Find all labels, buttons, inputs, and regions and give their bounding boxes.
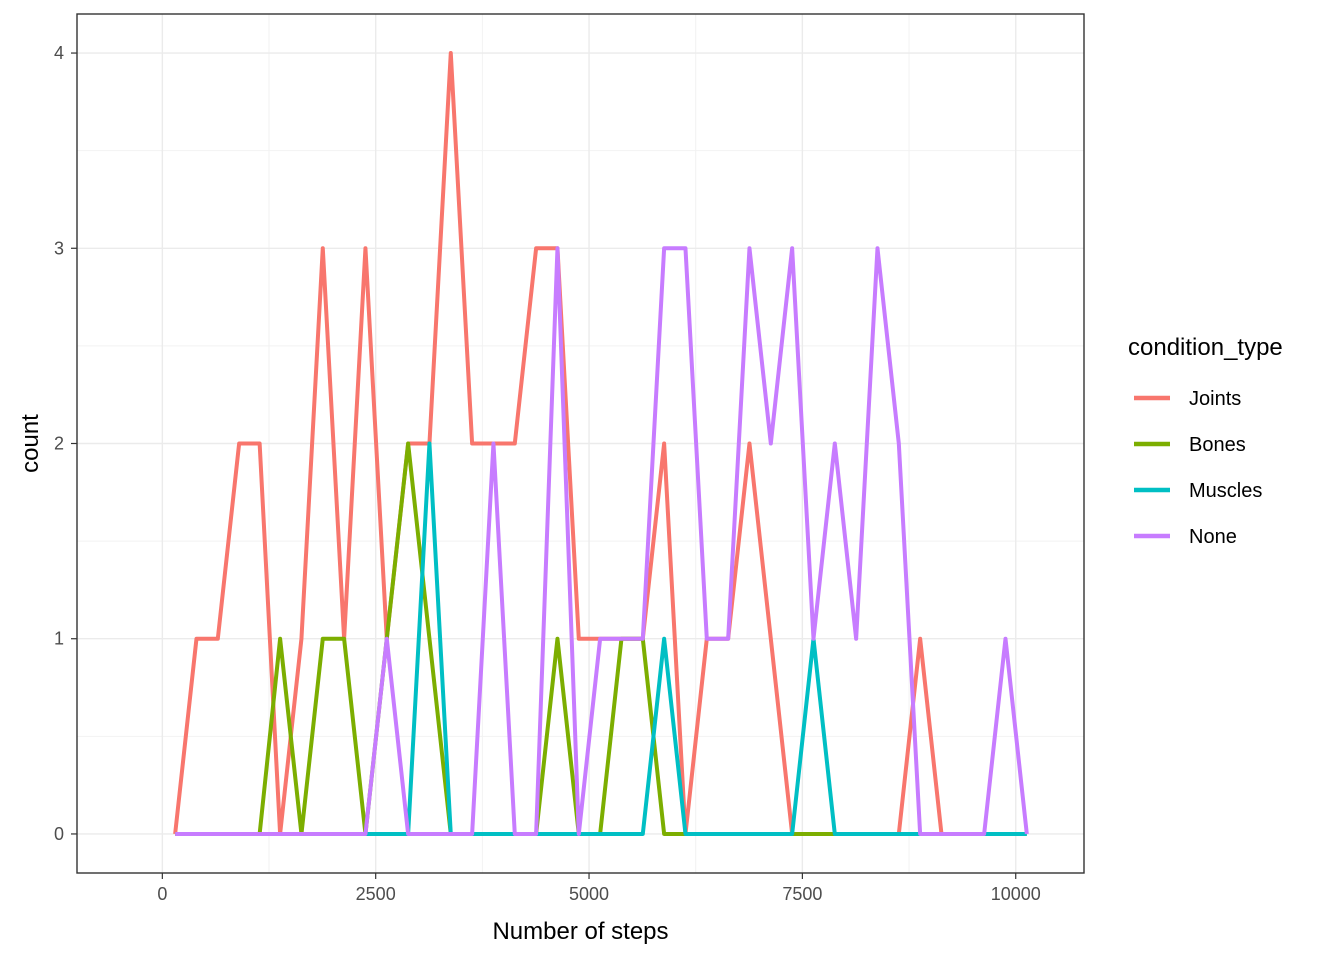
y-axis-title: count	[17, 414, 44, 473]
y-tick-label: 1	[54, 629, 64, 649]
y-axis: 0 1 2 3 4	[54, 43, 77, 844]
x-tick-label: 2500	[356, 884, 396, 904]
series-line-none	[175, 246, 1029, 836]
legend: condition_type Joints Bones Muscles None	[1128, 334, 1283, 548]
legend-label-joints: Joints	[1189, 388, 1241, 410]
series-line-muscles	[365, 441, 1027, 836]
legend-label-bones: Bones	[1189, 434, 1246, 456]
x-axis: 0 2500 5000 7500 10000	[157, 873, 1041, 904]
y-tick-label: 0	[54, 824, 64, 844]
x-tick-label: 0	[157, 884, 167, 904]
y-tick-label: 4	[54, 43, 64, 63]
series-layer	[173, 51, 1029, 836]
legend-label-muscles: Muscles	[1189, 480, 1262, 502]
x-tick-label: 7500	[782, 884, 822, 904]
x-tick-label: 10000	[991, 884, 1041, 904]
y-tick-label: 2	[54, 434, 64, 454]
x-tick-label: 5000	[569, 884, 609, 904]
legend-title: condition_type	[1128, 334, 1283, 361]
legend-label-none: None	[1189, 526, 1237, 548]
y-tick-label: 3	[54, 238, 64, 258]
legend-items: Joints Bones Muscles None	[1134, 388, 1262, 548]
x-axis-title: Number of steps	[492, 918, 668, 945]
grid-minor	[77, 14, 1084, 873]
